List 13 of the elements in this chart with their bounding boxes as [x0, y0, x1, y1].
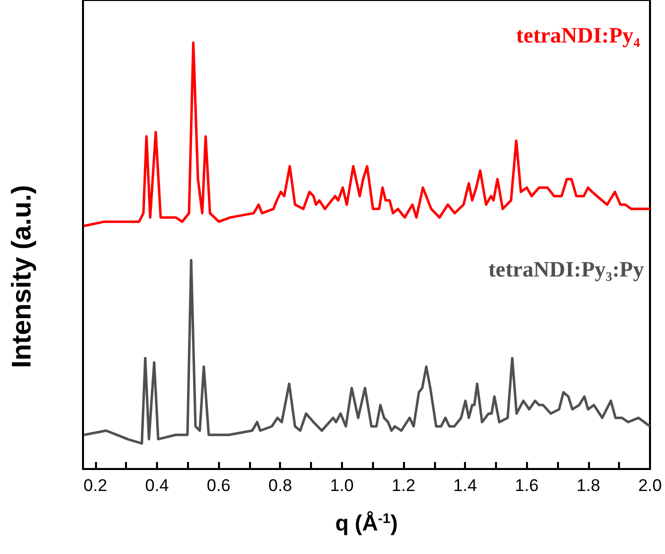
x-tick-label: 1.6	[514, 476, 539, 495]
x-tick-label: 1.2	[392, 476, 416, 495]
text: tetraNDI:Py₃:Py	[488, 256, 644, 282]
x-tick-label: 0.8	[268, 476, 292, 495]
text: tetraNDI:Py₄	[516, 22, 640, 48]
x-tick-label: 0.4	[145, 476, 169, 495]
x-tick-label: 1.4	[453, 476, 477, 495]
x-tick-label: 2.0	[638, 476, 662, 495]
x-tick-label: 1.0	[330, 476, 354, 495]
x-tick-label: 0.6	[206, 476, 230, 495]
x-tick-label: 0.2	[84, 476, 108, 495]
y-axis-title: Intensity (a.u.)	[6, 185, 36, 368]
x-tick-label: 1.8	[576, 476, 600, 495]
